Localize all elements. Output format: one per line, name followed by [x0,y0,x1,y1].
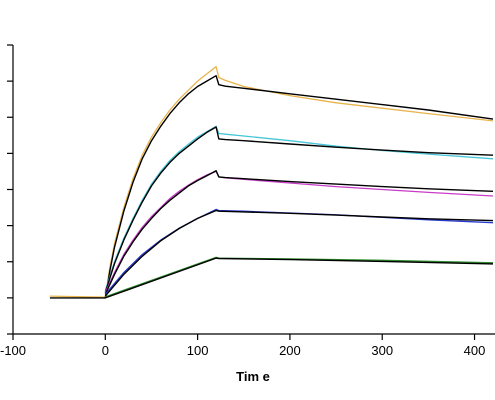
x-tick-label: 0 [102,343,109,358]
response-curve [49,66,494,298]
x-tick-label: 400 [464,343,486,358]
x-tick-label: 300 [371,343,393,358]
fit-curve [49,74,494,299]
x-tick-label: 100 [187,343,209,358]
axes: -100 0 100 200 300 400 [0,44,495,358]
x-axis-title: Tim e [236,369,270,384]
x-tick-label: 200 [279,343,301,358]
fit-curve [105,257,494,299]
response-curve [104,208,494,295]
x-tick-label: -100 [0,343,26,358]
fit-curve [104,209,494,297]
response-curve [104,125,494,291]
response-curve [104,170,494,293]
plot-area [49,66,494,299]
fit-curve [104,126,494,293]
fit-curve [104,169,494,295]
